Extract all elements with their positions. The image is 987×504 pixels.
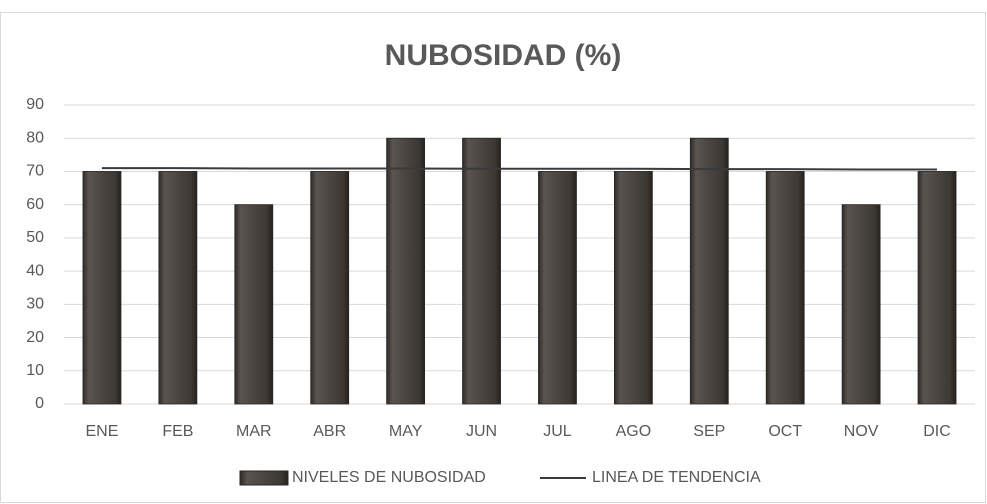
legend-label: LINEA DE TENDENCIA bbox=[592, 469, 761, 486]
x-tick-label: MAR bbox=[236, 423, 272, 440]
x-tick-label: ABR bbox=[313, 423, 346, 440]
x-tick-label: NOV bbox=[844, 423, 879, 440]
x-tick-label: SEP bbox=[693, 423, 725, 440]
x-tick-label: DIC bbox=[923, 423, 951, 440]
bar bbox=[234, 204, 274, 405]
y-tick-label: 90 bbox=[26, 96, 44, 113]
bar bbox=[462, 137, 501, 405]
x-tick-label: JUN bbox=[466, 423, 497, 440]
legend-swatch bbox=[239, 470, 289, 486]
bar bbox=[386, 137, 426, 405]
y-tick-label: 80 bbox=[26, 129, 44, 146]
bar bbox=[158, 171, 198, 405]
bar bbox=[689, 137, 729, 405]
y-tick-label: 10 bbox=[26, 362, 44, 379]
chart-title: NUBOSIDAD (%) bbox=[385, 39, 622, 72]
bar bbox=[82, 171, 122, 405]
x-tick-label: FEB bbox=[162, 423, 193, 440]
x-tick-label: MAY bbox=[389, 423, 423, 440]
bar bbox=[310, 171, 350, 405]
x-tick-label: ENE bbox=[86, 423, 119, 440]
x-tick-label: AGO bbox=[616, 423, 652, 440]
y-tick-label: 30 bbox=[26, 296, 44, 313]
y-tick-label: 0 bbox=[35, 395, 44, 412]
y-tick-label: 60 bbox=[26, 196, 44, 213]
x-tick-label: JUL bbox=[543, 423, 572, 440]
bar bbox=[765, 171, 805, 405]
bar bbox=[917, 171, 957, 405]
y-tick-label: 50 bbox=[26, 229, 44, 246]
legend-label: NIVELES DE NUBOSIDAD bbox=[292, 469, 486, 486]
bar bbox=[613, 171, 653, 405]
y-tick-label: 20 bbox=[26, 329, 44, 346]
trend-line bbox=[101, 167, 938, 171]
bar bbox=[538, 171, 577, 405]
x-tick-label: OCT bbox=[768, 423, 802, 440]
y-tick-label: 70 bbox=[26, 163, 44, 180]
bar bbox=[841, 204, 881, 405]
y-tick-label: 40 bbox=[26, 262, 44, 279]
